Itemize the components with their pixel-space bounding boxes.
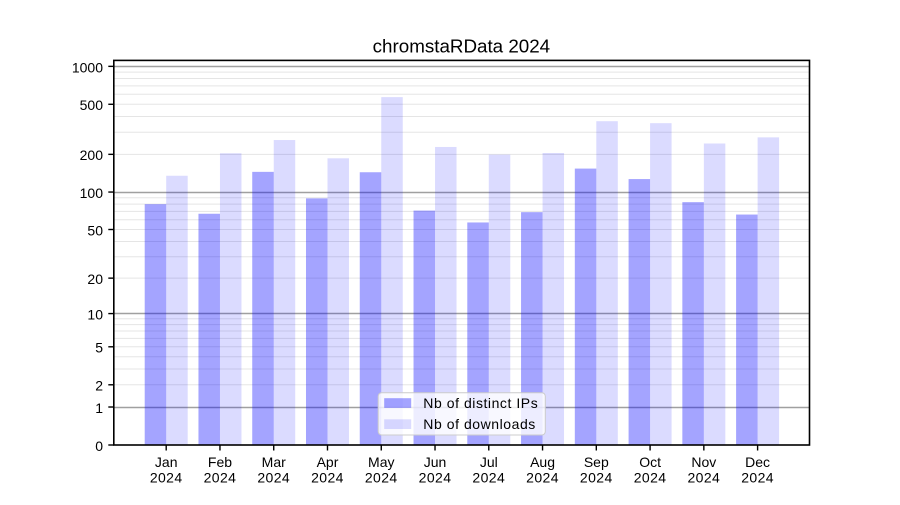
svg-text:Oct: Oct: [639, 454, 661, 470]
svg-text:2024: 2024: [257, 470, 290, 486]
svg-text:2024: 2024: [526, 470, 559, 486]
svg-text:Jun: Jun: [424, 454, 447, 470]
svg-text:Jan: Jan: [155, 454, 178, 470]
svg-text:20: 20: [87, 271, 103, 287]
svg-text:Dec: Dec: [745, 454, 770, 470]
svg-text:Apr: Apr: [317, 454, 339, 470]
svg-text:Mar: Mar: [262, 454, 286, 470]
svg-text:Jul: Jul: [480, 454, 498, 470]
svg-text:Nb of downloads: Nb of downloads: [423, 416, 536, 432]
svg-text:2024: 2024: [311, 470, 344, 486]
svg-text:10: 10: [87, 306, 103, 322]
svg-text:100: 100: [80, 185, 104, 201]
svg-text:50: 50: [87, 222, 103, 238]
svg-text:May: May: [368, 454, 394, 470]
svg-text:1: 1: [95, 400, 103, 416]
svg-text:Feb: Feb: [208, 454, 232, 470]
svg-text:2024: 2024: [580, 470, 613, 486]
svg-text:Sep: Sep: [584, 454, 609, 470]
svg-text:2: 2: [95, 378, 103, 394]
svg-text:chromstaRData 2024: chromstaRData 2024: [373, 35, 550, 56]
svg-text:2024: 2024: [150, 470, 183, 486]
svg-text:2024: 2024: [687, 470, 720, 486]
svg-text:2024: 2024: [419, 470, 452, 486]
svg-text:500: 500: [80, 97, 104, 113]
svg-text:1000: 1000: [72, 59, 103, 75]
svg-text:200: 200: [80, 147, 104, 163]
svg-text:2024: 2024: [741, 470, 774, 486]
svg-text:2024: 2024: [365, 470, 398, 486]
svg-text:Nb of distinct IPs: Nb of distinct IPs: [423, 395, 538, 411]
svg-text:2024: 2024: [634, 470, 667, 486]
svg-text:Aug: Aug: [530, 454, 555, 470]
svg-text:Nov: Nov: [691, 454, 716, 470]
svg-text:5: 5: [95, 340, 103, 356]
svg-text:2024: 2024: [472, 470, 505, 486]
svg-text:2024: 2024: [204, 470, 237, 486]
svg-text:0: 0: [95, 438, 103, 454]
